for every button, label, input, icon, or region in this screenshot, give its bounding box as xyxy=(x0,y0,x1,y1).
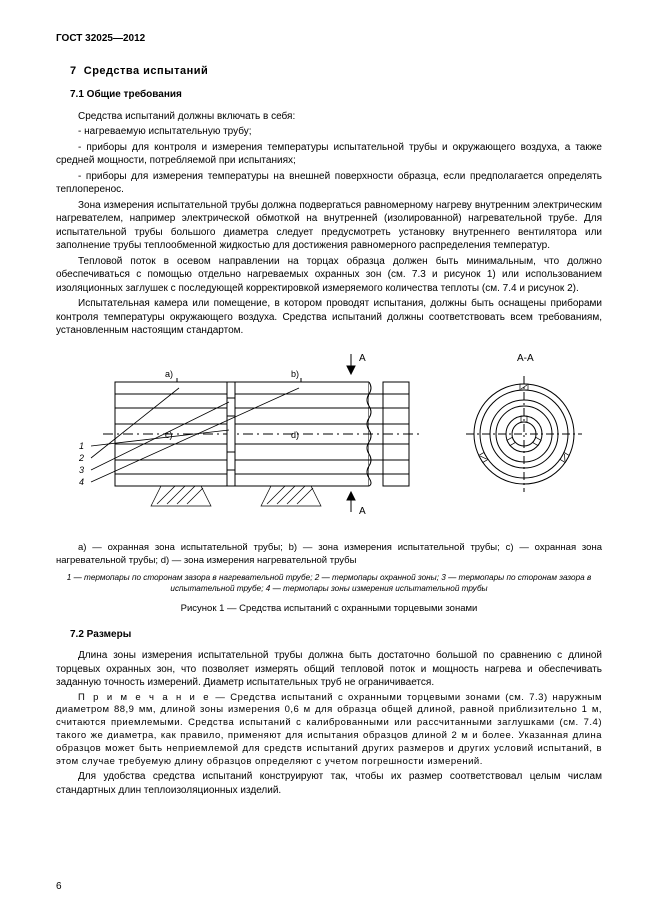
figure-1-legend: 1 — термопары по сторонам зазора в нагре… xyxy=(56,573,602,594)
para-zone: Зона измерения испытательной трубы должн… xyxy=(56,199,602,253)
subsection-7-1-heading: 7.1 Общие требования xyxy=(70,88,602,102)
para-chamber: Испытательная камера или помещение, в ко… xyxy=(56,297,602,338)
ref-3: 3 xyxy=(79,465,84,475)
ref-2: 2 xyxy=(78,453,84,463)
figure-1-svg: A A A-A xyxy=(69,346,589,536)
section-title: Средства испытаний xyxy=(84,65,209,77)
figure-1-legend-text: 1 — термопары по сторонам зазора в нагре… xyxy=(67,573,592,593)
document-id: ГОСТ 32025—2012 xyxy=(56,32,602,46)
note-label: П р и м е ч а н и е xyxy=(78,692,211,703)
section-label-a-bottom: A xyxy=(359,506,366,517)
section-label-a-top: A xyxy=(359,353,366,364)
figure-1-zone-caption: a) — охранная зона испытательной трубы; … xyxy=(56,542,602,568)
bullet-2: - приборы для контроля и измерения темпе… xyxy=(56,141,602,168)
ref-4: 4 xyxy=(79,477,84,487)
figure-1: A A A-A xyxy=(56,346,602,536)
figure-1-title: Рисунок 1 — Средства испытаний с охранны… xyxy=(56,603,602,616)
cross-section-label: A-A xyxy=(517,353,534,364)
page-number: 6 xyxy=(56,880,62,894)
ref-1: 1 xyxy=(79,441,84,451)
bullet-3: - приборы для измерения температуры на в… xyxy=(56,170,602,197)
zone-b-label: b) xyxy=(291,369,299,379)
para-heat-flow: Тепловой поток в осевом направлении на т… xyxy=(56,255,602,296)
intro-line: Средства испытаний должны включать в себ… xyxy=(56,110,602,124)
subsection-7-2-heading: 7.2 Размеры xyxy=(70,628,602,642)
note-paragraph: П р и м е ч а н и е — Средства испытаний… xyxy=(56,692,602,769)
section-7-heading: 7 Средства испытаний xyxy=(70,64,602,79)
bullet-1: - нагреваемую испытательную трубу; xyxy=(56,125,602,139)
zone-d-label: d) xyxy=(291,430,299,440)
para-length: Длина зоны измерения испытательной трубы… xyxy=(56,649,602,690)
section-num: 7 xyxy=(70,65,77,77)
para-convenience: Для удобства средства испытаний конструи… xyxy=(56,770,602,797)
zone-a-label: a) xyxy=(165,369,173,379)
